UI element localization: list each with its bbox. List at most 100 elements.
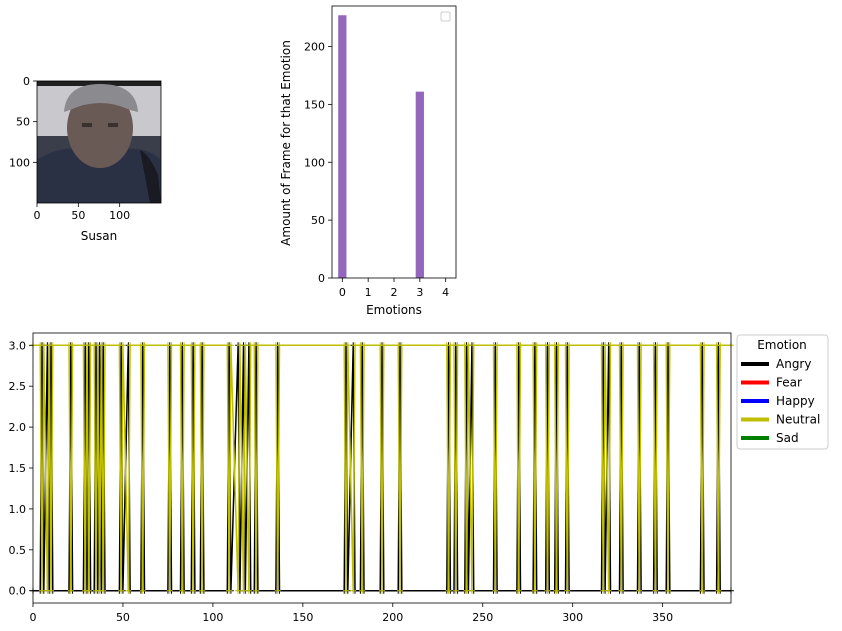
timeline-ytick-label: 1.5 [9, 462, 27, 475]
point-neutral [380, 342, 387, 349]
point-neutral [701, 342, 708, 349]
image-left-eye [82, 123, 92, 127]
point-neutral [344, 342, 351, 349]
timeline-ytick-label: 0.5 [9, 544, 27, 557]
point-neutral [618, 587, 625, 594]
timeline-xtick-label: 100 [202, 611, 223, 624]
bar-ytick-label: 200 [304, 41, 325, 54]
timeline-ytick-label: 2.5 [9, 380, 27, 393]
timeline-ytick-label: 2.0 [9, 421, 27, 434]
point-neutral [544, 587, 551, 594]
line-series-group [30, 342, 734, 594]
timeline-xtick-label: 200 [382, 611, 403, 624]
timeline-axes: 0 50 100 150 200 250 300 350 0.0 0.5 1.0 1.5 2.0 2.5 3… [9, 339, 674, 624]
point-neutral [245, 587, 252, 594]
point-neutral [343, 587, 350, 594]
point-neutral [566, 342, 573, 349]
point-neutral [515, 587, 522, 594]
point-neutral [468, 587, 475, 594]
point-neutral [235, 587, 242, 594]
point-neutral [398, 342, 405, 349]
legend-title: Emotion [757, 338, 807, 352]
point-neutral [38, 587, 45, 594]
timeline-ytick-label: 1.0 [9, 503, 27, 516]
point-neutral [463, 587, 470, 594]
legend-label-sad: Sad [776, 431, 799, 445]
image-xtick-label: 0 [34, 209, 41, 222]
point-neutral [69, 342, 76, 349]
timeline-ytick-label: 3.0 [9, 339, 27, 352]
legend-label-neutral: Neutral [776, 413, 820, 427]
point-neutral [139, 587, 146, 594]
legend-label-angry: Angry [776, 357, 811, 371]
image-ytick-label: 0 [23, 75, 30, 88]
face-image [37, 81, 161, 203]
point-neutral [361, 342, 368, 349]
point-neutral [492, 587, 499, 594]
bar-xtick-label: 0 [339, 286, 346, 299]
timeline-xtick-label: 250 [472, 611, 493, 624]
bar-ytick-label: 100 [304, 156, 325, 169]
point-neutral [240, 587, 247, 594]
timeline-xtick-label: 50 [116, 611, 130, 624]
point-neutral [254, 342, 261, 349]
point-neutral [546, 342, 553, 349]
timeline-xtick-label: 150 [292, 611, 313, 624]
bar-xtick-label: 2 [391, 286, 398, 299]
bar-xtick-label: 3 [416, 286, 423, 299]
point-neutral [517, 342, 524, 349]
point-neutral [40, 342, 47, 349]
image-ytick-label: 100 [9, 156, 30, 169]
point-neutral [125, 587, 132, 594]
point-neutral [717, 342, 724, 349]
point-neutral [67, 587, 74, 594]
point-neutral [119, 342, 126, 349]
point-neutral [191, 342, 198, 349]
point-neutral [465, 342, 472, 349]
bar-xtick-label: 1 [365, 286, 372, 299]
timeline-ytick-label: 0.0 [9, 585, 27, 598]
point-neutral [127, 342, 134, 349]
image-face [67, 88, 133, 168]
point-neutral [276, 342, 283, 349]
point-neutral [531, 587, 538, 594]
point-neutral [654, 342, 661, 349]
bar-series [338, 15, 424, 278]
legend-entries: Angry Fear Happy Neutral Sad [741, 357, 820, 445]
bar-xtick-label: 4 [442, 286, 449, 299]
image-ytick-label: 50 [16, 116, 30, 129]
image-headband [64, 84, 138, 112]
point-neutral [454, 342, 461, 349]
bar-ytick-label: 0 [318, 272, 325, 285]
point-neutral [699, 587, 706, 594]
image-axes-frame [36, 80, 162, 204]
point-neutral [118, 587, 125, 594]
point-neutral [352, 342, 359, 349]
image-axes: 0 50 100 0 50 100 [9, 75, 130, 222]
point-neutral [274, 587, 281, 594]
point-neutral [226, 587, 233, 594]
point-neutral [236, 342, 243, 349]
point-neutral [253, 587, 260, 594]
point-neutral [379, 587, 385, 594]
point-neutral [620, 342, 627, 349]
timeline-legend: Emotion Angry Fear Happy Neutral Sad [736, 334, 829, 450]
point-neutral [602, 342, 609, 349]
image-xtick-label: 100 [109, 209, 130, 222]
bar-axes: 0 1 2 3 4 0 50 100 150 200 [304, 41, 449, 299]
bar-axes-frame [331, 5, 457, 279]
legend-label-happy: Happy [776, 394, 815, 408]
bar-3 [415, 91, 424, 278]
point-neutral [242, 342, 249, 349]
point-neutral [715, 587, 722, 594]
point-neutral [555, 342, 562, 349]
point-neutral [470, 342, 477, 349]
legend-label-fear: Fear [776, 376, 802, 390]
point-neutral [49, 342, 56, 349]
image-xlabel: Susan [81, 229, 117, 243]
bar-0 [338, 15, 347, 278]
point-neutral [100, 587, 107, 594]
point-neutral [445, 587, 452, 594]
image-top-edge [37, 81, 161, 86]
point-neutral [179, 587, 186, 594]
